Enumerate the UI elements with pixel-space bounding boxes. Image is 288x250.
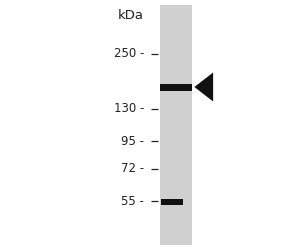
Bar xyxy=(161,199,183,204)
Text: 55 -: 55 - xyxy=(121,195,144,208)
Bar xyxy=(160,84,192,90)
Text: 250 -: 250 - xyxy=(114,47,144,60)
Text: 130 -: 130 - xyxy=(114,102,144,115)
Bar xyxy=(160,5,192,245)
Polygon shape xyxy=(194,72,213,102)
Text: 95 -: 95 - xyxy=(121,135,144,148)
Text: 72 -: 72 - xyxy=(121,162,144,175)
Text: kDa: kDa xyxy=(118,9,144,22)
